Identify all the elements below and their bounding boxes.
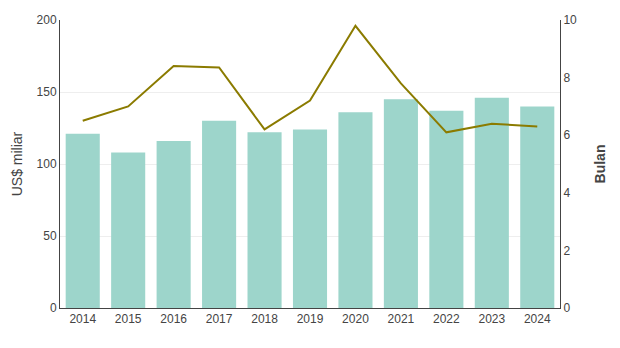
svg-text:0: 0 [563,301,570,315]
svg-text:2015: 2015 [115,312,142,326]
svg-text:2018: 2018 [251,312,278,326]
svg-text:6: 6 [563,128,570,142]
svg-text:2: 2 [563,244,570,258]
svg-text:US$ miliar: US$ miliar [9,131,25,196]
svg-text:0: 0 [50,301,57,315]
svg-text:4: 4 [563,186,570,200]
svg-text:100: 100 [37,157,57,171]
svg-text:2023: 2023 [478,312,505,326]
svg-text:2014: 2014 [69,312,96,326]
svg-text:2024: 2024 [524,312,551,326]
svg-text:Bulan: Bulan [592,145,608,184]
svg-text:8: 8 [563,71,570,85]
svg-text:2022: 2022 [433,312,460,326]
svg-text:50: 50 [43,229,57,243]
svg-text:2017: 2017 [206,312,233,326]
svg-text:200: 200 [37,13,57,27]
svg-text:2016: 2016 [160,312,187,326]
svg-text:150: 150 [37,85,57,99]
svg-text:2020: 2020 [342,312,369,326]
svg-text:2021: 2021 [388,312,415,326]
svg-text:2019: 2019 [297,312,324,326]
svg-text:10: 10 [563,13,577,27]
